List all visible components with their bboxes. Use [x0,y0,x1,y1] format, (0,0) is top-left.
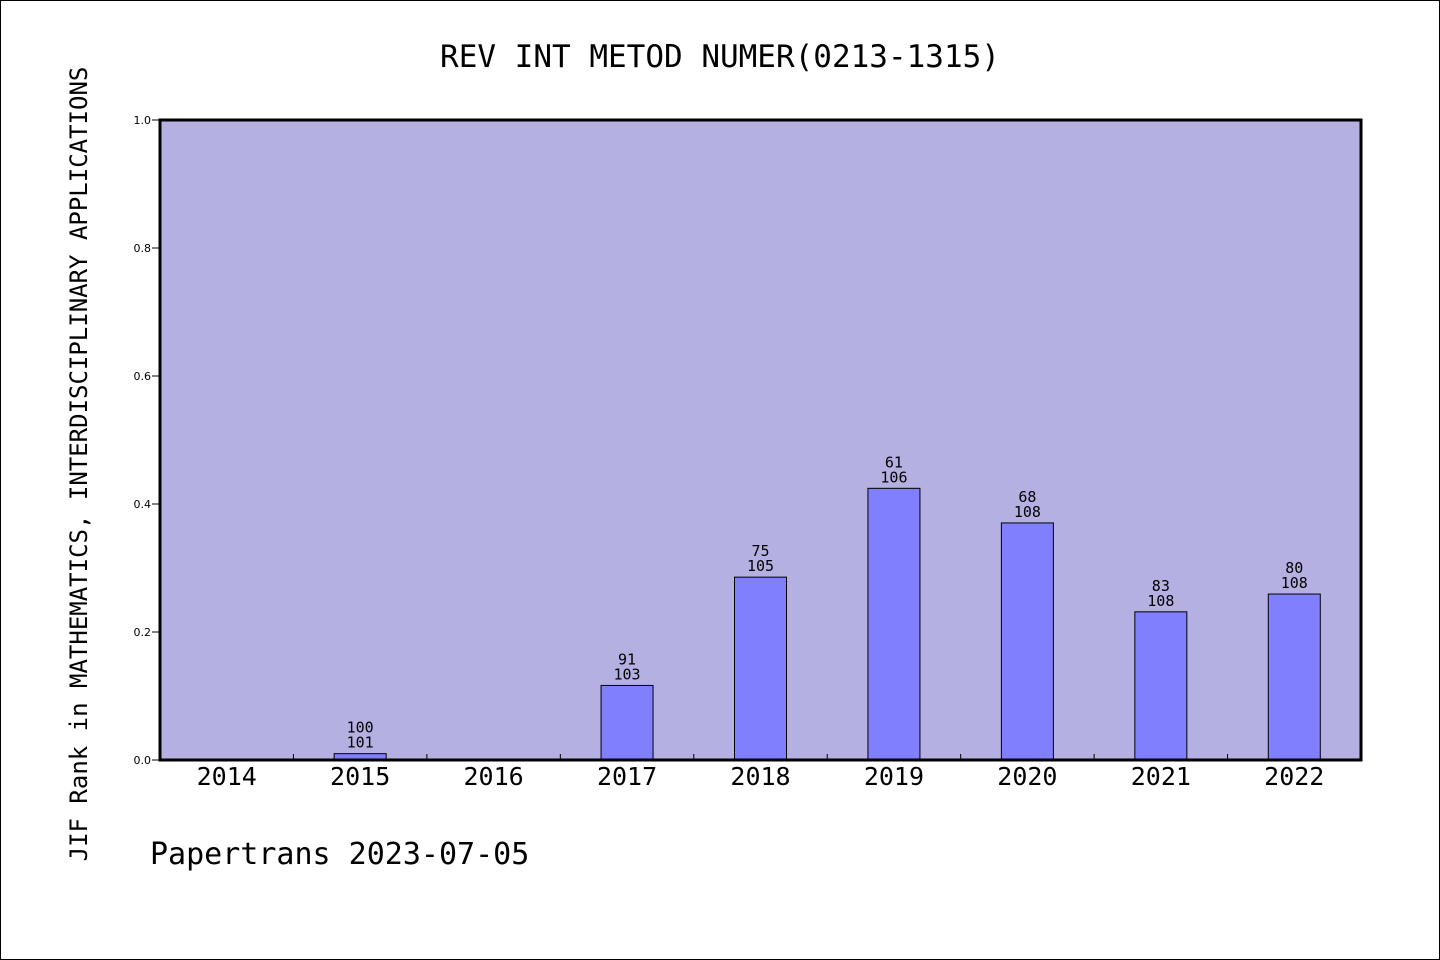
x-tick-label: 2017 [597,762,657,791]
y-tick-label: 0.2 [134,626,152,639]
x-tick-label: 2022 [1264,762,1324,791]
bar-label-total: 103 [614,665,641,683]
bar [600,684,654,761]
bar [734,576,787,761]
y-tick-label: 0.6 [134,370,152,383]
y-tick-label: 0.0 [134,754,152,767]
chart-title: REV INT METOD NUMER(0213-1315) [440,39,1000,75]
bar [1000,522,1054,761]
bar-label-total: 108 [1014,503,1041,521]
bar-label-total: 108 [1281,574,1308,592]
bar-label-total: 101 [347,734,374,752]
bar-label-total: 106 [880,468,907,486]
plot-border [158,118,1363,762]
x-tick-label: 2015 [330,762,390,791]
bar-label-rank: 68 [1018,488,1036,506]
bar-label-rank: 100 [347,719,374,737]
bar-label-total: 105 [747,557,774,575]
y-tick-label: 0.4 [134,498,152,511]
bar-label-rank: 61 [885,453,903,471]
y-axis-label: JIF Rank in MATHEMATICS, INTERDISCIPLINA… [65,67,93,862]
y-tick-label: 1.0 [134,114,152,127]
bar-label-rank: 91 [618,650,636,668]
y-tick-label: 0.8 [134,242,152,255]
footer-text: Papertrans 2023-07-05 [150,837,529,872]
x-tick-label: 2019 [864,762,924,791]
plot-area: 1001019110375105611066810883108801082014… [134,114,1363,791]
bar-label-total: 108 [1147,592,1174,610]
bar-label-rank: 80 [1285,559,1303,577]
bar [1267,593,1321,761]
bar [1134,611,1188,761]
bar [867,487,921,761]
bar-label-rank: 75 [751,542,769,560]
bar-label-rank: 83 [1152,577,1170,595]
x-tick-label: 2014 [197,762,257,791]
x-tick-label: 2021 [1131,762,1191,791]
x-tick-label: 2020 [997,762,1057,791]
x-tick-label: 2018 [730,762,790,791]
x-tick-label: 2016 [464,762,524,791]
